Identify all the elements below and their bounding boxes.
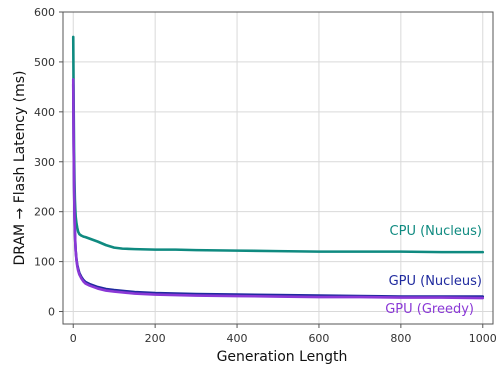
y-tick-label: 500 xyxy=(34,56,55,69)
y-tick-label: 200 xyxy=(34,206,55,219)
plot-frame xyxy=(62,11,494,325)
x-tick-label: 600 xyxy=(308,332,329,345)
y-tick-label: 0 xyxy=(48,306,55,319)
series-label-gpu-greedy: GPU (Greedy) xyxy=(385,302,474,317)
series-label-gpu-nucleus: GPU (Nucleus) xyxy=(389,274,482,289)
y-axis-title: DRAM → Flash Latency (ms) xyxy=(12,70,28,265)
x-tick-label: 200 xyxy=(145,332,166,345)
x-tick-label: 800 xyxy=(390,332,411,345)
x-axis-title: Generation Length xyxy=(217,349,348,365)
y-tick-label: 100 xyxy=(34,256,55,269)
x-tick-label: 400 xyxy=(227,332,248,345)
y-tick-label: 300 xyxy=(34,156,55,169)
axis-ticks: 0 200 400 600 800 1000 0 100 200 300 400 500 600 xyxy=(34,6,497,345)
gpu-greedy-line xyxy=(71,78,485,300)
gpu-nucleus-line xyxy=(71,83,485,298)
x-tick-label: 1000 xyxy=(469,332,497,345)
y-tick-label: 400 xyxy=(34,106,55,119)
cpu-nucleus-line xyxy=(71,35,485,254)
series-label-cpu-nucleus: CPU (Nucleus) xyxy=(390,224,482,239)
series-lines xyxy=(71,35,485,300)
series-labels: CPU (Nucleus) GPU (Nucleus) GPU (Greedy) xyxy=(385,224,482,317)
x-tick-label: 0 xyxy=(70,332,77,345)
y-tick-label: 600 xyxy=(34,6,55,19)
